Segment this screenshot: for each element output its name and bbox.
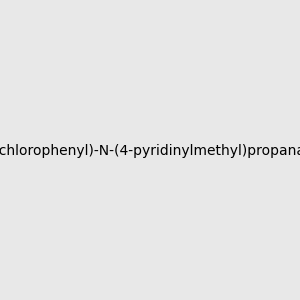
Text: 3-(2-chlorophenyl)-N-(4-pyridinylmethyl)propanamide: 3-(2-chlorophenyl)-N-(4-pyridinylmethyl)… [0,145,300,158]
